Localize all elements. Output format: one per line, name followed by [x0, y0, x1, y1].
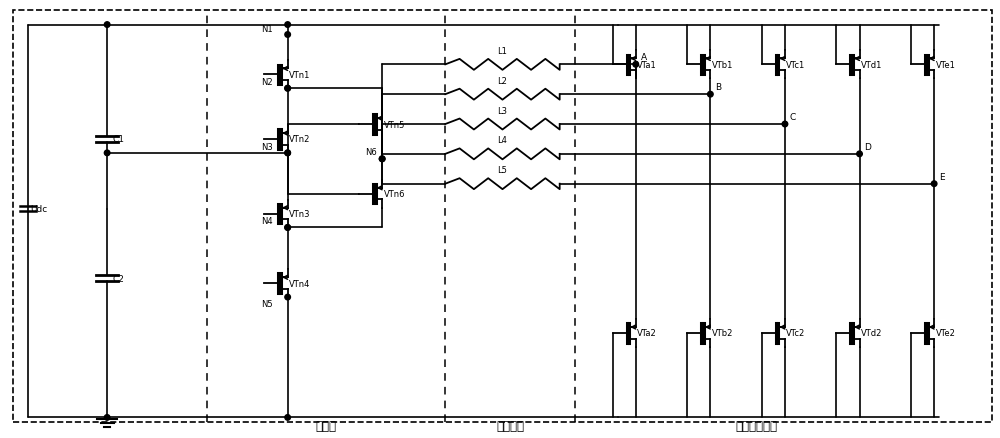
Text: L2: L2	[498, 77, 507, 85]
Text: N3: N3	[261, 142, 273, 152]
Text: Udc: Udc	[31, 205, 48, 214]
Text: 五相负载桥臂: 五相负载桥臂	[736, 419, 778, 432]
Text: VTn1: VTn1	[289, 71, 311, 80]
Circle shape	[931, 181, 937, 187]
Circle shape	[782, 122, 788, 127]
Text: VTd1: VTd1	[861, 61, 882, 70]
Circle shape	[379, 157, 385, 162]
Text: N5: N5	[261, 300, 273, 308]
Circle shape	[285, 86, 290, 92]
Circle shape	[285, 23, 290, 28]
Text: VTd2: VTd2	[861, 328, 882, 338]
Circle shape	[104, 415, 110, 420]
Text: B: B	[715, 83, 721, 92]
Text: VTa2: VTa2	[637, 328, 657, 338]
Circle shape	[285, 225, 290, 231]
Circle shape	[104, 151, 110, 156]
Text: N4: N4	[261, 217, 273, 226]
Circle shape	[285, 151, 290, 156]
Text: VTb1: VTb1	[712, 61, 733, 70]
Text: VTc2: VTc2	[786, 328, 806, 338]
Text: VTn6: VTn6	[384, 190, 405, 199]
Text: C2: C2	[112, 274, 124, 283]
Circle shape	[285, 225, 290, 231]
Circle shape	[633, 62, 639, 68]
Circle shape	[857, 152, 862, 157]
Circle shape	[285, 33, 290, 38]
Text: L1: L1	[498, 47, 507, 56]
Text: VTe2: VTe2	[936, 328, 955, 338]
Circle shape	[285, 151, 290, 156]
Text: VTb2: VTb2	[712, 328, 733, 338]
Text: VTn4: VTn4	[289, 279, 311, 288]
Text: L4: L4	[498, 136, 507, 145]
Text: C1: C1	[112, 135, 124, 144]
Circle shape	[379, 157, 385, 162]
Text: VTe1: VTe1	[936, 61, 955, 70]
Text: L5: L5	[498, 166, 507, 175]
Text: VTc1: VTc1	[786, 61, 806, 70]
Text: L3: L3	[497, 106, 507, 115]
Text: VTn2: VTn2	[289, 135, 311, 144]
Text: VTn5: VTn5	[384, 120, 405, 129]
Circle shape	[285, 295, 290, 300]
Circle shape	[285, 86, 290, 92]
Circle shape	[708, 92, 713, 98]
Text: N2: N2	[261, 78, 273, 87]
Text: VTa1: VTa1	[637, 61, 657, 70]
Text: 主桥臂: 主桥臂	[315, 419, 336, 432]
Text: C: C	[790, 113, 796, 122]
Text: D: D	[865, 142, 871, 152]
Text: 五相负载: 五相负载	[496, 419, 524, 432]
Text: E: E	[939, 172, 945, 181]
Text: A: A	[641, 53, 647, 62]
Text: N1: N1	[261, 25, 273, 33]
Circle shape	[104, 23, 110, 28]
Circle shape	[285, 415, 290, 420]
Text: VTn3: VTn3	[289, 209, 311, 219]
Text: N6: N6	[365, 148, 377, 156]
